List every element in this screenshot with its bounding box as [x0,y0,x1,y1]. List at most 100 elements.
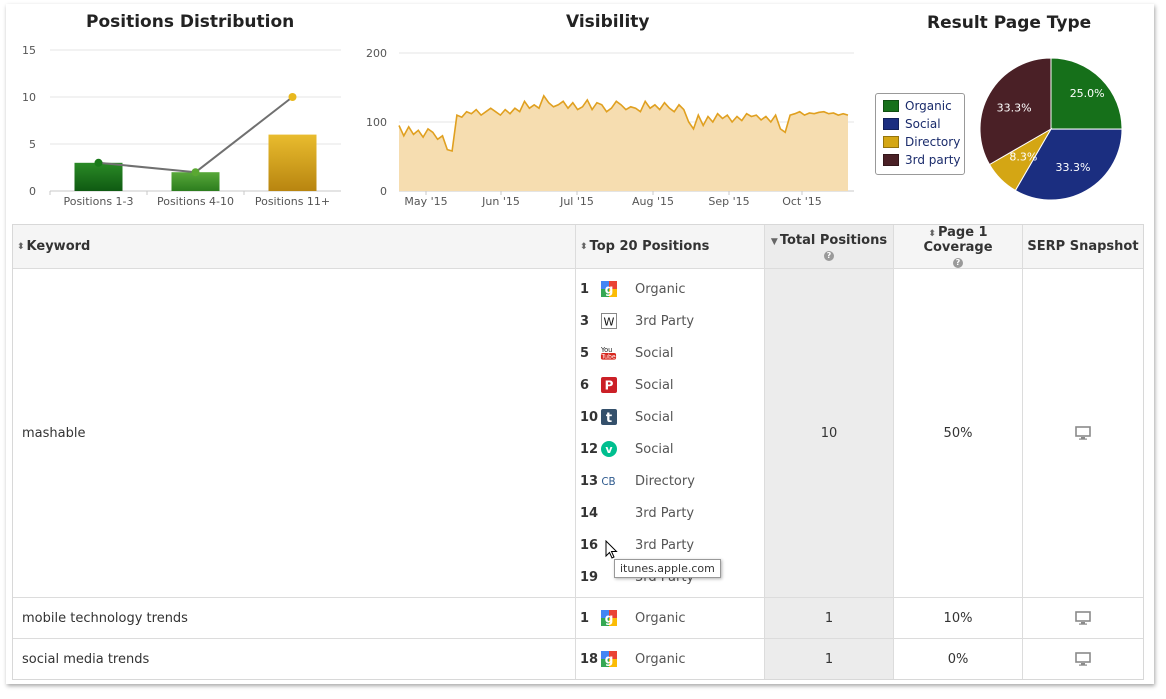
x-tick-label: Positions 1-3 [63,195,133,208]
monitor-icon[interactable] [1075,425,1091,441]
sort-icon: ⬍ [580,241,588,252]
help-icon[interactable]: ? [953,258,963,268]
keyword-cell[interactable]: mobile technology trends [13,598,576,638]
position-item[interactable]: 1 g Organic [580,273,695,305]
result-type-pie-chart: 25.0% 33.3% 8.3% 33.3% [979,57,1123,201]
trend-line [98,96,294,174]
position-number: 13 [580,473,599,489]
position-item[interactable]: 13 CB Directory [580,465,695,497]
serp-snapshot-cell [1023,598,1143,638]
legend-item-3rd-party[interactable]: 3rd party [876,151,964,169]
legend-item-social[interactable]: Social [876,115,964,133]
youtube-icon: You Tube [600,345,617,362]
x-tick-label: May '15 [404,195,447,208]
bar-1 [74,162,123,191]
svg-text:g: g [604,283,613,297]
positions-list: 1 g Organic 3 W 3rd Party 5 You Tube Social 6 P Soci… [576,273,695,593]
position-number: 10 [580,409,599,425]
legend-label: 3rd party [905,153,961,167]
pie-slice-3rd-party [979,57,1052,166]
svg-text:g: g [604,612,613,626]
position-number: 12 [580,441,599,457]
position-type: 3rd Party [635,537,695,553]
visibility-chart-title: Visibility [566,12,650,32]
monitor-icon[interactable] [1075,610,1091,626]
x-tick-label: Positions 11+ [255,195,330,208]
keyword-cell[interactable]: mashable [13,269,576,597]
mouse-cursor-icon [605,540,618,559]
result-type-legend: Organic Social Directory 3rd party [875,93,965,175]
positions-chart-title: Positions Distribution [86,12,295,32]
position-type: Social [635,441,674,457]
svg-text:P: P [604,379,613,393]
total-positions-cell: 1 [765,639,894,679]
legend-swatch [883,118,899,130]
pie-label: 33.3% [997,102,1032,115]
visibility-area [399,95,848,191]
position-item[interactable]: 5 You Tube Social [580,337,695,369]
svg-text:t: t [605,411,611,425]
svg-text:g: g [604,653,613,667]
wikipedia-icon: W [600,313,617,330]
visibility-chart: 0 100 200 May '15 Jun '15 Jul '15 Aug '15 Sep '… [366,47,854,208]
legend-item-organic[interactable]: Organic [876,97,964,115]
help-icon[interactable]: ? [824,250,834,261]
result-type-chart-title: Result Page Type [927,13,1092,33]
y-tick-label: 200 [366,47,387,60]
svg-text:CB: CB [601,476,615,488]
positions-list: 1 g Organic [576,598,686,638]
legend-label: Directory [905,135,961,149]
column-header-page1-coverage[interactable]: ⬍ Page 1 Coverage ? [894,225,1023,268]
position-type: Social [635,377,674,393]
keywords-table: ⬍ Keyword ⬍ Top 20 Positions ▼ Total Positi… [12,224,1144,680]
position-type: Directory [635,473,695,489]
x-tick-label: Positions 4-10 [157,195,234,208]
table-row: mashable 1 g Organic 3 W 3rd Party 5 You Tube Soc… [13,269,1143,598]
trend-point [191,168,200,177]
position-number: 16 [580,537,599,553]
crunchbase-icon: CB [600,473,617,490]
position-number: 1 [580,610,590,626]
position-item[interactable]: 10 t Social [580,401,695,433]
column-header-total-positions[interactable]: ▼ Total Positions ? [765,225,894,268]
position-item[interactable]: 3 W 3rd Party [580,305,695,337]
column-header-keyword[interactable]: ⬍ Keyword [13,225,576,268]
table-row: social media trends 18 g Organic 1 0% [13,639,1143,679]
position-item[interactable]: 14 3rd Party [580,497,695,529]
dashboard-frame: Positions Distribution Visibility Result… [6,4,1154,684]
position-item[interactable]: 16 3rd Party [580,529,695,561]
x-tick-label: Aug '15 [632,195,674,208]
pie-slice-social [1014,128,1123,201]
positions-list: 18 g Organic [576,639,686,679]
tumblr-icon: t [600,409,617,426]
position-item[interactable]: 12 v Social [580,433,695,465]
position-item[interactable]: 18 g Organic [580,639,686,679]
legend-item-directory[interactable]: Directory [876,133,964,151]
x-tick-label: Jun '15 [481,195,520,208]
svg-text:You: You [600,346,612,354]
position-type: 3rd Party [635,313,695,329]
position-item[interactable]: 1 g Organic [580,598,686,638]
serp-snapshot-cell [1023,269,1143,597]
sort-desc-icon: ▼ [770,236,778,247]
y-tick-label: 0 [29,185,36,198]
vine-icon: v [600,441,617,458]
position-number: 3 [580,313,590,329]
pie-label: 25.0% [1070,87,1105,100]
keyword-cell[interactable]: social media trends [13,639,576,679]
column-header-top20[interactable]: ⬍ Top 20 Positions [576,225,765,268]
top20-cell: 18 g Organic [576,639,765,679]
pie-label: 8.3% [1009,151,1037,164]
position-item[interactable]: 6 P Social [580,369,695,401]
monitor-icon[interactable] [1075,651,1091,667]
top20-cell: 1 g Organic 3 W 3rd Party 5 You Tube Social 6 P Soci… [576,269,765,597]
trend-point [288,93,297,101]
legend-swatch [883,100,899,112]
google-icon: g [600,651,617,668]
y-tick-label: 0 [380,185,387,198]
serp-snapshot-cell [1023,639,1143,679]
position-type: Social [635,409,674,425]
blank-icon [600,505,617,522]
legend-label: Organic [905,99,952,113]
svg-text:Tube: Tube [600,354,616,361]
